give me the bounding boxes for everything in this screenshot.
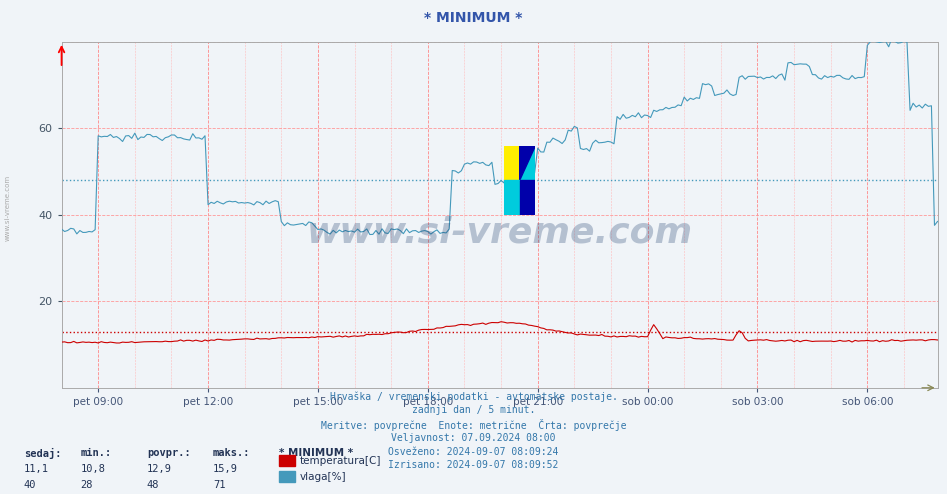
Text: povpr.:: povpr.: — [147, 448, 190, 458]
Text: 48: 48 — [147, 480, 159, 490]
Text: Meritve: povprečne  Enote: metrične  Črta: povprečje: Meritve: povprečne Enote: metrične Črta:… — [321, 419, 626, 431]
Text: 12,9: 12,9 — [147, 464, 171, 474]
Text: 10,8: 10,8 — [80, 464, 105, 474]
Text: www.si-vreme.com: www.si-vreme.com — [5, 174, 10, 241]
Text: Izrisano: 2024-09-07 08:09:52: Izrisano: 2024-09-07 08:09:52 — [388, 460, 559, 470]
Text: Veljavnost: 07.09.2024 08:00: Veljavnost: 07.09.2024 08:00 — [391, 433, 556, 443]
Text: 15,9: 15,9 — [213, 464, 238, 474]
Text: Osveženo: 2024-09-07 08:09:24: Osveženo: 2024-09-07 08:09:24 — [388, 447, 559, 456]
Text: * MINIMUM *: * MINIMUM * — [279, 448, 353, 458]
Text: vlaga[%]: vlaga[%] — [299, 472, 346, 482]
Text: zadnji dan / 5 minut.: zadnji dan / 5 minut. — [412, 405, 535, 415]
Text: 71: 71 — [213, 480, 225, 490]
Text: temperatura[C]: temperatura[C] — [299, 456, 381, 466]
Text: 40: 40 — [24, 480, 36, 490]
Text: * MINIMUM *: * MINIMUM * — [424, 11, 523, 25]
Text: sedaj:: sedaj: — [24, 448, 62, 459]
Text: Hrvaška / vremenski podatki - avtomatske postaje.: Hrvaška / vremenski podatki - avtomatske… — [330, 391, 617, 402]
Text: maks.:: maks.: — [213, 448, 251, 458]
Text: 11,1: 11,1 — [24, 464, 48, 474]
Text: www.si-vreme.com: www.si-vreme.com — [307, 215, 692, 249]
Text: 28: 28 — [80, 480, 93, 490]
Text: min.:: min.: — [80, 448, 112, 458]
